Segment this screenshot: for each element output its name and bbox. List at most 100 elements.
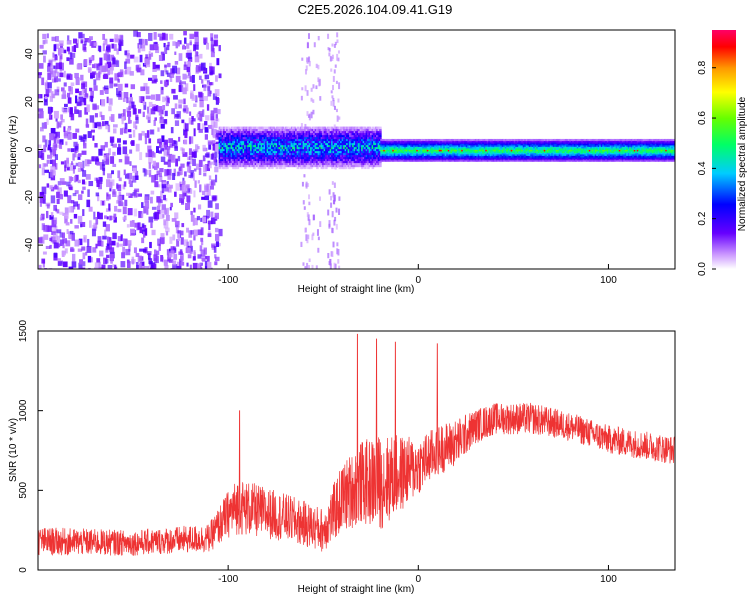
spectrogram-cell: [495, 159, 498, 162]
spectrogram-cell: [133, 247, 137, 254]
spectrogram-cell: [435, 140, 438, 143]
spectrogram-cell: [250, 142, 253, 146]
spectrogram-cell: [453, 159, 456, 162]
spectrogram-cell: [343, 148, 346, 152]
spectrogram-cell: [109, 188, 112, 192]
spectrogram-cell: [444, 141, 447, 144]
spectrogram-cell: [480, 152, 483, 155]
spectrogram-cell: [320, 162, 324, 166]
spectrogram-cell: [444, 150, 447, 153]
spectrogram-cell: [365, 142, 369, 146]
spectrogram-cell: [326, 160, 330, 164]
spectrogram-cell: [239, 146, 243, 150]
spectrogram-cell: [411, 153, 414, 156]
spectrogram-cell: [97, 194, 100, 202]
spectrogram-cell: [334, 132, 337, 136]
spectrogram-cell: [438, 152, 441, 155]
spectrogram-cell: [390, 158, 393, 161]
spectrogram-cell: [384, 143, 387, 146]
spectrogram-cell: [401, 146, 404, 149]
spectrogram-cell: [253, 164, 256, 168]
spectrogram-cell: [358, 126, 361, 130]
spectrogram-cell: [389, 155, 392, 158]
spectrogram-cell: [247, 148, 250, 152]
spectrogram-cell: [186, 164, 190, 173]
spectrogram-cell: [456, 149, 459, 152]
spectrogram-cell: [86, 104, 90, 113]
spectrogram-cell: [423, 143, 426, 146]
spectrogram-cell: [401, 156, 404, 159]
spectrogram-cell: [313, 148, 316, 152]
spectrogram-cell: [361, 158, 364, 162]
spectrogram-cell: [358, 136, 361, 140]
spectrogram-cell: [165, 95, 169, 103]
spectrogram-cell: [277, 156, 280, 160]
spectrogram-cell: [313, 42, 316, 48]
spectrogram-cell: [356, 156, 360, 160]
spectrogram-cell: [116, 93, 122, 98]
spectrogram-cell: [200, 217, 204, 222]
spectrogram-cell: [320, 132, 324, 136]
spectrogram-cell: [274, 154, 277, 158]
spectrogram-cell: [253, 138, 256, 142]
spectrogram-cell: [296, 164, 300, 168]
spectrogram-cell: [458, 153, 461, 156]
spectrogram-cell: [263, 134, 267, 138]
spectrogram-cell: [346, 126, 349, 130]
spectrogram-cell: [148, 101, 153, 108]
spectrogram-cell: [250, 146, 253, 150]
spectrogram-cell: [138, 96, 143, 103]
spectrogram-cell: [335, 164, 339, 168]
spectrogram-cell: [319, 150, 322, 154]
spectrogram-cell: [210, 110, 214, 117]
spectrogram-cell: [480, 146, 483, 149]
spectrogram-cell: [471, 159, 474, 162]
spectrogram-cell: [250, 126, 253, 130]
spectrogram-cell: [280, 138, 283, 142]
spectrogram-cell: [485, 144, 488, 147]
spectrogram-cell: [314, 162, 318, 166]
spectrogram-cell: [479, 149, 482, 152]
spectrogram-cell: [300, 241, 303, 248]
spectrogram-cell: [147, 253, 151, 260]
spectrogram-cell: [379, 162, 382, 166]
spectrogram-cell: [456, 140, 459, 143]
spectrogram-cell: [78, 161, 82, 168]
spectrogram-cell: [500, 143, 503, 146]
spectrogram-cell: [483, 153, 486, 156]
spectrogram-cell: [404, 147, 407, 150]
spectrogram-cell: [89, 42, 92, 47]
spectrogram-cell: [210, 51, 215, 58]
spectrogram-cell: [269, 130, 273, 134]
spectrogram-cell: [392, 147, 395, 150]
spectrogram-cell: [117, 138, 121, 143]
spectrogram-cell: [211, 127, 214, 136]
spectrogram-cell: [368, 158, 372, 162]
spectrogram-cell: [89, 115, 95, 123]
spectrogram-cell: [314, 130, 318, 134]
spectrogram-cell: [171, 108, 175, 115]
spectrogram-cell: [432, 144, 435, 147]
spectrogram-cell: [386, 141, 389, 144]
spectrogram-cell: [269, 128, 273, 132]
spectrogram-cell: [459, 153, 462, 156]
spectrogram-cell: [161, 204, 166, 210]
spectrogram-cell: [308, 164, 312, 168]
spectrogram-cell: [416, 156, 419, 159]
spectrogram-cell: [438, 158, 441, 161]
spectrogram-cell: [278, 146, 282, 150]
spectrogram-cell: [343, 140, 346, 144]
spectrogram-cell: [355, 156, 358, 160]
spectrogram-cell: [301, 144, 304, 148]
spectrogram-cell: [370, 160, 373, 164]
spectrogram-cell: [346, 148, 349, 152]
spectrogram-cell: [491, 155, 494, 158]
spectrogram-cell: [328, 136, 331, 140]
spectrogram-cell: [313, 152, 316, 156]
spectrogram-cell: [376, 162, 379, 166]
spectrogram-cell: [160, 233, 165, 238]
spectrogram-cell: [485, 143, 488, 146]
spectrogram-cell: [359, 136, 363, 140]
spectrogram-cell: [441, 140, 444, 143]
spectrogram-cell: [241, 138, 244, 142]
